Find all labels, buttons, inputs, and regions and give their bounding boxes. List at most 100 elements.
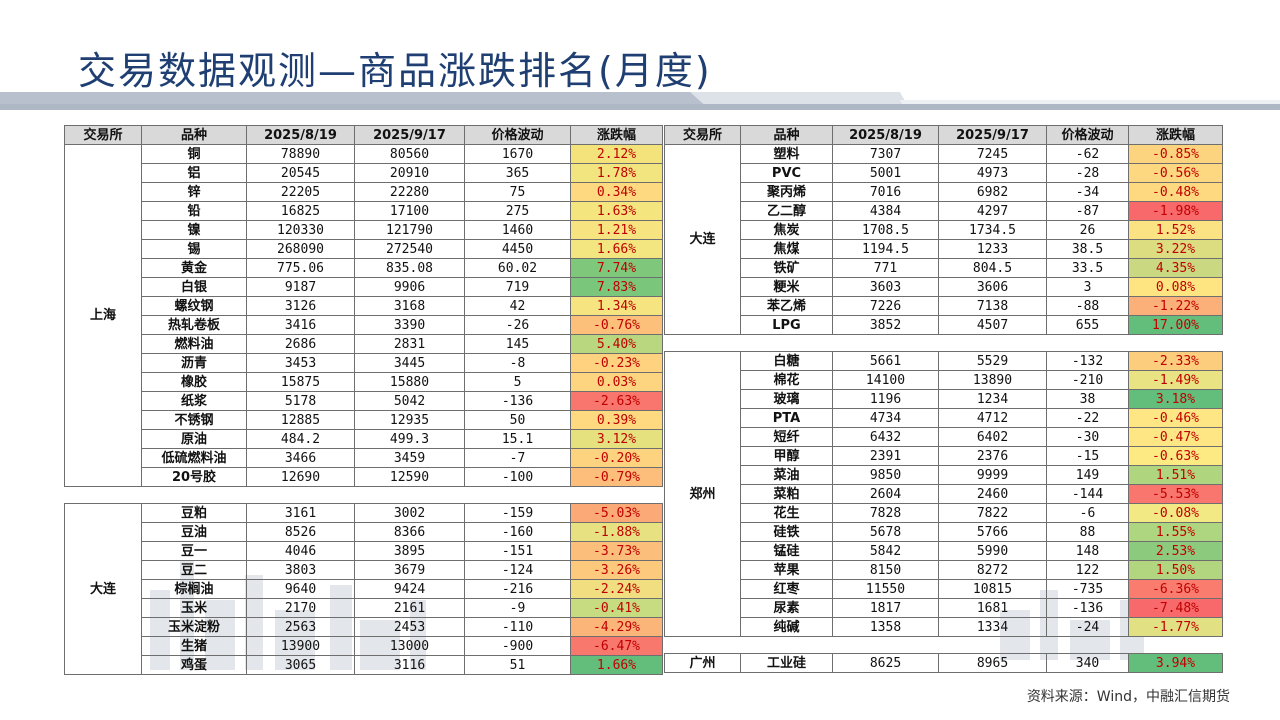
pct-change-cell: 1.66% (570, 239, 663, 259)
pct-change-cell: -0.85% (1128, 144, 1223, 164)
price-change-cell: -15 (1046, 446, 1129, 466)
pct-change-cell: 1.52% (1128, 220, 1223, 240)
price-end-cell: 17100 (354, 201, 465, 221)
pct-change-cell: 1.51% (1128, 465, 1223, 485)
pct-change-cell: -0.47% (1128, 427, 1223, 447)
table-row: 广州 工业硅 8625 8965 340 3.94% (664, 653, 1223, 673)
price-end-cell: 3390 (354, 315, 465, 335)
pct-change-cell: 3.22% (1128, 239, 1223, 259)
price-end-cell: 1681 (938, 598, 1047, 618)
variety-cell: 纯碱 (740, 617, 833, 637)
variety-cell: 菜油 (740, 465, 833, 485)
table-row: 玉米淀粉 2563 2453 -110 -4.29% (65, 617, 663, 637)
pct-change-cell: 1.66% (570, 655, 663, 675)
price-change-cell: -30 (1046, 427, 1129, 447)
price-end-cell: 6982 (938, 182, 1047, 202)
variety-cell: 螺纹钢 (141, 296, 247, 316)
table-row: 锡 268090 272540 4450 1.66% (65, 239, 663, 259)
price-start-cell: 5001 (832, 163, 939, 183)
pct-change-cell: 1.78% (570, 163, 663, 183)
price-end-cell: 15880 (354, 372, 465, 392)
price-change-cell: -900 (464, 636, 571, 656)
price-end-cell: 5042 (354, 391, 465, 411)
price-end-cell: 6402 (938, 427, 1047, 447)
variety-cell: 镍 (141, 220, 247, 240)
pct-change-cell: -1.77% (1128, 617, 1223, 637)
price-start-cell: 8625 (832, 653, 939, 673)
price-start-cell: 8150 (832, 560, 939, 580)
table-row: 短纤 6432 6402 -30 -0.47% (665, 427, 1223, 447)
table-row: 粳米 3603 3606 3 0.08% (665, 277, 1223, 297)
price-start-cell: 3065 (246, 655, 355, 675)
header-exchange: 交易所 (64, 125, 142, 145)
price-end-cell: 1734.5 (938, 220, 1047, 240)
pct-change-cell: 1.21% (570, 220, 663, 240)
price-end-cell: 12590 (354, 467, 465, 487)
price-end-cell: 5990 (938, 541, 1047, 561)
pct-change-cell: -6.47% (570, 636, 663, 656)
pct-change-cell: 3.18% (1128, 389, 1223, 409)
table-row: 豆油 8526 8366 -160 -1.88% (65, 522, 663, 542)
price-end-cell: 1234 (938, 389, 1047, 409)
variety-cell: 塑料 (740, 144, 833, 164)
group-separator (664, 334, 1223, 352)
price-change-cell: -160 (464, 522, 571, 542)
price-start-cell: 3161 (246, 503, 355, 523)
price-start-cell: 16825 (246, 201, 355, 221)
source-note: 资料来源：Wind，中融汇信期货 (1026, 689, 1230, 705)
table-row: 白银 9187 9906 719 7.83% (65, 277, 663, 297)
pct-change-cell: -0.41% (570, 598, 663, 618)
header-date-start: 2025/8/19 (832, 125, 939, 145)
price-start-cell: 1358 (832, 617, 939, 637)
header-variety: 品种 (740, 125, 833, 145)
table-row: 豆一 4046 3895 -151 -3.73% (65, 541, 663, 561)
pct-change-cell: -4.29% (570, 617, 663, 637)
table-row: 20号胶 12690 12590 -100 -0.79% (65, 467, 663, 487)
price-change-cell: -6 (1046, 503, 1129, 523)
price-end-cell: 13000 (354, 636, 465, 656)
price-end-cell: 3895 (354, 541, 465, 561)
header-pct-change: 涨跌幅 (1128, 125, 1223, 145)
price-change-cell: -100 (464, 467, 571, 487)
price-start-cell: 4384 (832, 201, 939, 221)
variety-cell: 生猪 (141, 636, 247, 656)
price-end-cell: 8965 (938, 653, 1047, 673)
table-row: 低硫燃料油 3466 3459 -7 -0.20% (65, 448, 663, 468)
header-date-start: 2025/8/19 (246, 125, 355, 145)
table-row: 大连 塑料 7307 7245 -62 -0.85% (664, 144, 1223, 335)
pct-change-cell: 7.83% (570, 277, 663, 297)
table-row: LPG 3852 4507 655 17.00% (665, 315, 1223, 335)
header-pct-change: 涨跌幅 (570, 125, 663, 145)
price-change-cell: -88 (1046, 296, 1129, 316)
pct-change-cell: 0.34% (570, 182, 663, 202)
variety-cell: 苯乙烯 (740, 296, 833, 316)
variety-cell: 乙二醇 (740, 201, 833, 221)
price-change-cell: -62 (1046, 144, 1129, 164)
price-change-cell: 75 (464, 182, 571, 202)
pct-change-cell: -3.26% (570, 560, 663, 580)
price-end-cell: 8272 (938, 560, 1047, 580)
price-end-cell: 3168 (354, 296, 465, 316)
price-change-cell: 1460 (464, 220, 571, 240)
table-row: 纸浆 5178 5042 -136 -2.63% (65, 391, 663, 411)
price-start-cell: 2686 (246, 334, 355, 354)
variety-cell: 豆一 (141, 541, 247, 561)
price-start-cell: 7828 (832, 503, 939, 523)
pct-change-cell: -1.49% (1128, 370, 1223, 390)
pct-change-cell: 17.00% (1128, 315, 1223, 335)
price-start-cell: 3453 (246, 353, 355, 373)
table-row: 玉米 2170 2161 -9 -0.41% (65, 598, 663, 618)
pct-change-cell: 0.03% (570, 372, 663, 392)
table-row: 橡胶 15875 15880 5 0.03% (65, 372, 663, 392)
pct-change-cell: -1.88% (570, 522, 663, 542)
price-start-cell: 1817 (832, 598, 939, 618)
variety-cell: 菜粕 (740, 484, 833, 504)
price-start-cell: 12885 (246, 410, 355, 430)
header-variety: 品种 (141, 125, 247, 145)
separator-cell (664, 636, 1223, 654)
pct-change-cell: 3.12% (570, 429, 663, 449)
variety-cell: 苹果 (740, 560, 833, 580)
price-end-cell: 10815 (938, 579, 1047, 599)
pct-change-cell: -1.22% (1128, 296, 1223, 316)
price-start-cell: 12690 (246, 467, 355, 487)
